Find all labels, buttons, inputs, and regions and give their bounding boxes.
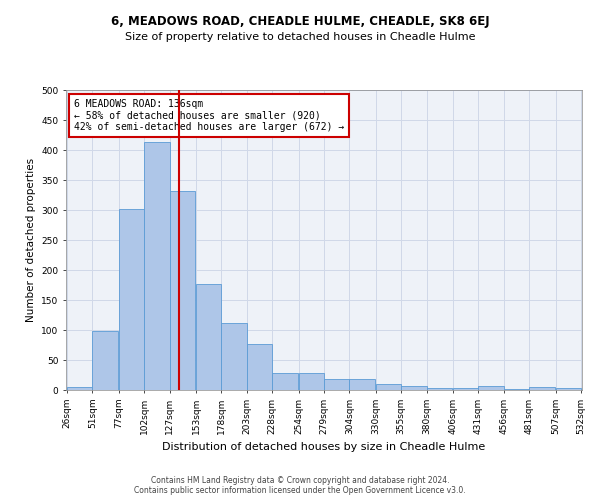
Bar xyxy=(556,388,581,390)
Text: Size of property relative to detached houses in Cheadle Hulme: Size of property relative to detached ho… xyxy=(125,32,475,42)
Bar xyxy=(221,323,247,390)
Bar xyxy=(453,388,478,390)
Bar xyxy=(401,386,427,390)
Bar xyxy=(478,386,504,390)
Bar xyxy=(67,387,92,390)
Bar xyxy=(170,191,195,390)
Bar xyxy=(144,142,170,390)
Y-axis label: Number of detached properties: Number of detached properties xyxy=(26,158,35,322)
Bar xyxy=(324,379,349,390)
X-axis label: Distribution of detached houses by size in Cheadle Hulme: Distribution of detached houses by size … xyxy=(163,442,485,452)
Bar xyxy=(196,284,221,390)
Text: 6 MEADOWS ROAD: 136sqm
← 58% of detached houses are smaller (920)
42% of semi-de: 6 MEADOWS ROAD: 136sqm ← 58% of detached… xyxy=(74,99,344,132)
Bar xyxy=(427,388,452,390)
Bar xyxy=(92,330,118,390)
Bar xyxy=(504,389,529,390)
Bar xyxy=(349,379,375,390)
Bar xyxy=(119,209,144,390)
Bar xyxy=(299,373,324,390)
Bar xyxy=(247,344,272,390)
Text: 6, MEADOWS ROAD, CHEADLE HULME, CHEADLE, SK8 6EJ: 6, MEADOWS ROAD, CHEADLE HULME, CHEADLE,… xyxy=(110,15,490,28)
Bar xyxy=(376,384,401,390)
Bar xyxy=(529,387,554,390)
Text: Contains HM Land Registry data © Crown copyright and database right 2024.
Contai: Contains HM Land Registry data © Crown c… xyxy=(134,476,466,495)
Bar xyxy=(272,373,298,390)
